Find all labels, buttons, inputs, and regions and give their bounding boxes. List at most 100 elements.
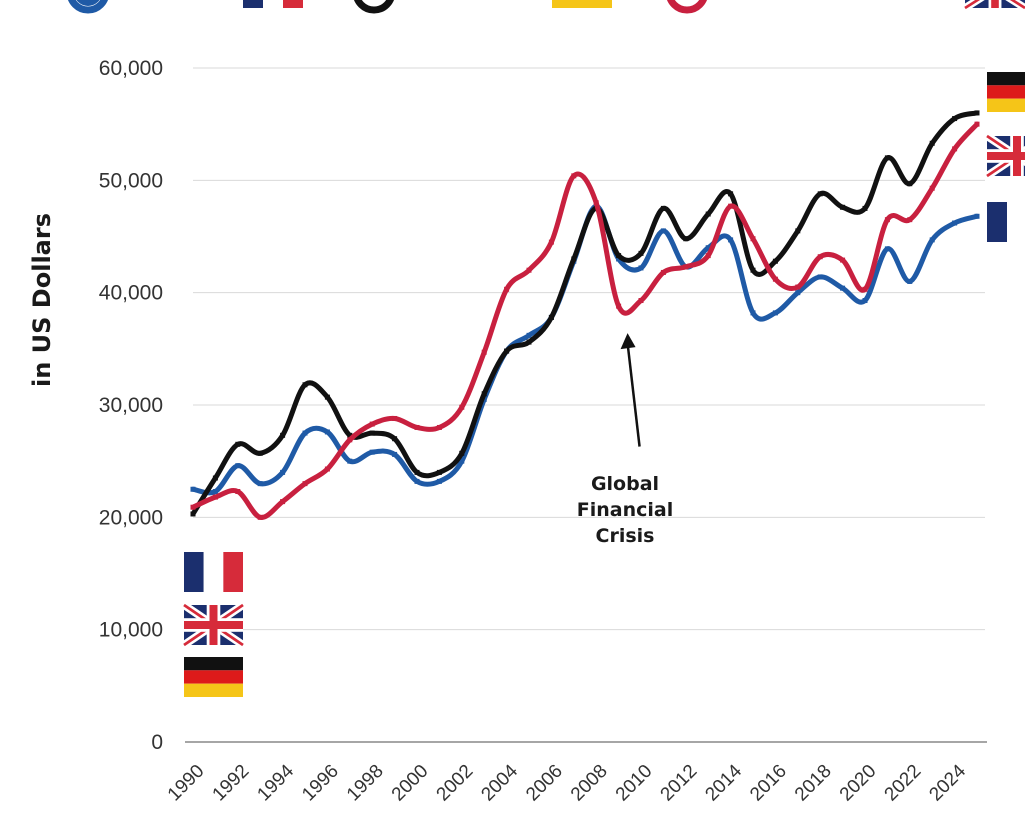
data-point-france-1991: [212, 488, 218, 494]
y-tick-label: 0: [151, 731, 163, 754]
data-point-united-kingdom-2016: [772, 276, 778, 282]
data-point-united-kingdom-2019: [840, 257, 846, 263]
x-tick-label: 1990: [164, 761, 209, 806]
data-point-france-2013: [705, 245, 711, 251]
data-point-germany-1993: [257, 450, 263, 456]
data-point-france-1992: [235, 463, 241, 469]
y-axis-label: in US Dollars: [28, 213, 56, 387]
data-point-germany-2023: [929, 140, 935, 146]
annotation-arrow-head: [620, 333, 636, 350]
x-tick-label: 2024: [925, 760, 970, 805]
data-point-germany-1996: [324, 394, 330, 400]
data-point-france-1996: [324, 429, 330, 435]
data-point-united-kingdom-1993: [257, 514, 263, 520]
legend-flag-uk: [962, 0, 1025, 12]
x-tick-label: 2012: [657, 761, 702, 806]
data-point-united-kingdom-2020: [862, 286, 868, 292]
data-point-united-kingdom-2018: [817, 254, 823, 260]
data-point-united-kingdom-2011: [660, 269, 666, 275]
x-tick-label: 2010: [612, 761, 657, 806]
data-point-germany-2003: [481, 391, 487, 397]
y-tick-label: 30,000: [99, 394, 163, 417]
data-point-france-1997: [347, 458, 353, 464]
data-point-france-2016: [772, 310, 778, 316]
data-point-united-kingdom-2002: [459, 404, 465, 410]
y-tick-label: 40,000: [99, 282, 163, 305]
data-point-united-kingdom-2015: [750, 236, 756, 242]
data-point-united-kingdom-1996: [324, 466, 330, 472]
data-point-united-kingdom-2022: [907, 217, 913, 223]
x-tick-label: 2018: [791, 761, 836, 806]
series-line-united-kingdom: [190, 121, 980, 520]
data-point-france-2025: [974, 213, 980, 219]
data-point-germany-2000: [414, 469, 420, 475]
x-tick-label: 1996: [298, 761, 343, 806]
data-point-united-kingdom-2000: [414, 424, 420, 430]
annotation-line: Global: [591, 473, 659, 495]
x-tick-label: 2002: [433, 761, 478, 806]
data-point-germany-2007: [571, 256, 577, 262]
data-point-germany-2001: [436, 469, 442, 475]
data-point-france-2024: [952, 220, 958, 226]
data-point-united-kingdom-1999: [392, 415, 398, 421]
x-tick-label: 1994: [253, 760, 298, 805]
data-point-united-kingdom-1990: [190, 504, 196, 510]
data-point-france-2018: [817, 274, 823, 280]
data-point-germany-2011: [660, 205, 666, 211]
x-tick-label: 2014: [701, 760, 746, 805]
legend-marker-uk: [667, 0, 707, 14]
data-point-germany-1991: [212, 475, 218, 481]
data-point-france-2023: [929, 237, 935, 243]
annotation-arrow-shaft: [626, 342, 641, 447]
data-point-france-2014: [728, 237, 734, 243]
x-tick-label: 2008: [567, 761, 612, 806]
data-point-france-2002: [459, 458, 465, 464]
data-point-united-kingdom-2006: [548, 239, 554, 245]
data-point-united-kingdom-2021: [884, 217, 890, 223]
data-point-france-1994: [280, 469, 286, 475]
data-point-france-2022: [907, 278, 913, 284]
start-flag-germany: [184, 657, 243, 697]
data-point-united-kingdom-1992: [235, 488, 241, 494]
data-point-france-1993: [257, 481, 263, 487]
end-flag-france: [987, 202, 1025, 242]
y-tick-label: 50,000: [99, 169, 163, 192]
data-point-france-2015: [750, 310, 756, 316]
data-point-france-2020: [862, 298, 868, 304]
start-flag-france: [184, 552, 243, 592]
data-point-germany-2002: [459, 450, 465, 456]
data-point-france-1990: [190, 486, 196, 492]
data-point-france-2001: [436, 478, 442, 484]
y-tick-label: 20,000: [99, 506, 163, 529]
legend-flag-france: [243, 0, 303, 8]
data-point-germany-1992: [235, 441, 241, 447]
data-point-france-1995: [302, 430, 308, 436]
data-point-france-2011: [660, 228, 666, 234]
data-point-germany-2005: [526, 339, 532, 345]
series-line-france: [190, 203, 980, 496]
data-point-germany-2021: [884, 155, 890, 161]
annotation-line: Financial: [577, 499, 673, 521]
legend-marker-germany: [354, 0, 394, 14]
data-point-germany-1994: [280, 432, 286, 438]
data-point-france-2000: [414, 478, 420, 484]
data-point-united-kingdom-2012: [683, 264, 689, 270]
start-flag-uk: [181, 601, 246, 649]
data-point-germany-2016: [772, 258, 778, 264]
data-point-germany-1999: [392, 436, 398, 442]
data-point-germany-2013: [705, 211, 711, 217]
legend-marker-france-fill: [76, 0, 100, 6]
end-flag-germany: [987, 72, 1025, 112]
data-point-germany-2015: [750, 267, 756, 273]
legend-marker-france: [68, 0, 108, 14]
data-point-united-kingdom-2024: [952, 146, 958, 152]
x-tick-label: 1998: [343, 761, 388, 806]
data-point-germany-2004: [504, 348, 510, 354]
data-point-germany-2018: [817, 191, 823, 197]
x-tick-label: 2000: [388, 761, 433, 806]
x-tick-label: 2006: [522, 761, 567, 806]
data-point-germany-2019: [840, 204, 846, 210]
data-point-france-2021: [884, 246, 890, 252]
